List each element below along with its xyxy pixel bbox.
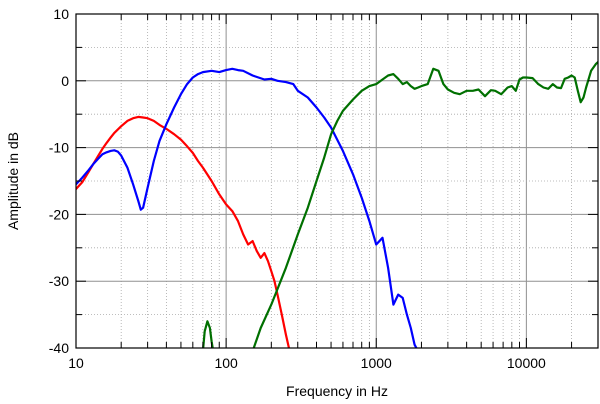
series-line-red bbox=[76, 115, 291, 348]
series-group bbox=[76, 61, 598, 348]
y-tick-label: -40 bbox=[49, 340, 69, 356]
series-line-blue bbox=[76, 67, 418, 348]
x-axis-label: Frequency in Hz bbox=[286, 383, 388, 399]
y-tick-label: 10 bbox=[53, 6, 69, 22]
x-tick-label: 10 bbox=[68, 355, 84, 371]
grid bbox=[76, 14, 598, 348]
x-tick-label: 10000 bbox=[507, 355, 546, 371]
x-tick-label: 1000 bbox=[361, 355, 392, 371]
x-tick-label: 100 bbox=[214, 355, 238, 371]
y-tick-label: 0 bbox=[61, 73, 69, 89]
y-tick-label: -20 bbox=[49, 206, 69, 222]
y-tick-label: -10 bbox=[49, 140, 69, 156]
y-tick-label: -30 bbox=[49, 273, 69, 289]
y-axis-label: Amplitude in dB bbox=[5, 132, 21, 230]
